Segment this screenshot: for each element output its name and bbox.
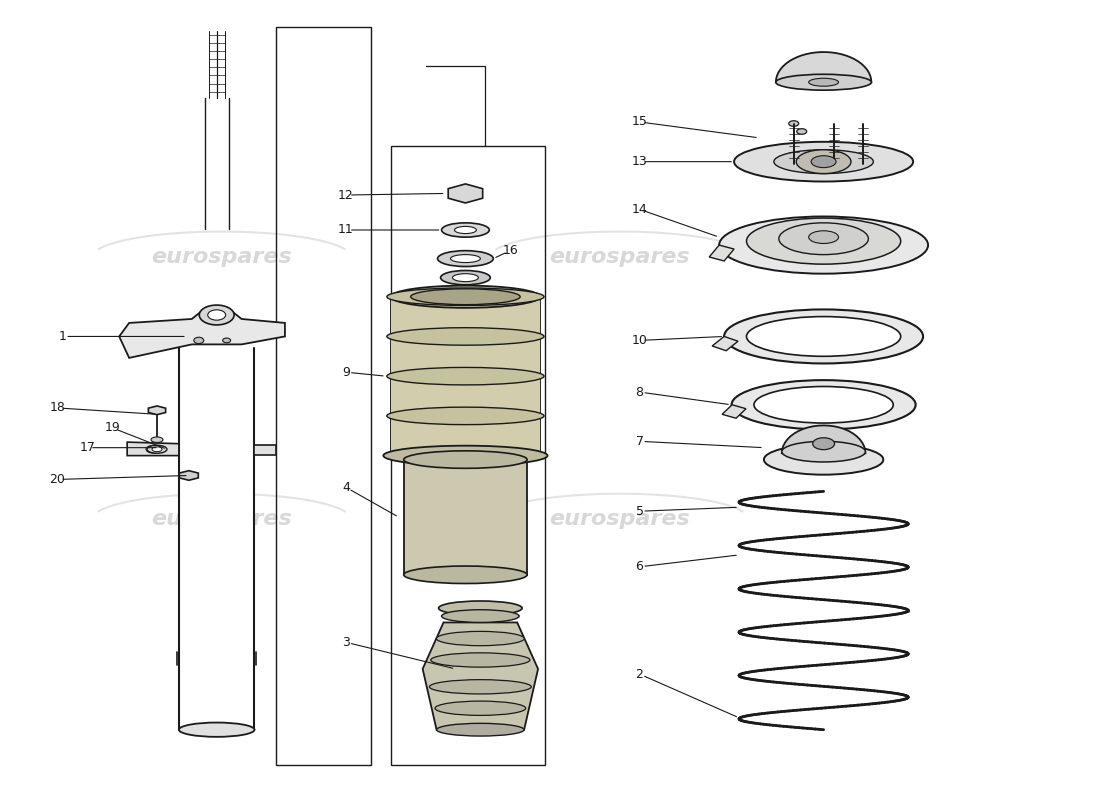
Text: 10: 10: [631, 334, 648, 347]
Ellipse shape: [732, 380, 915, 430]
Polygon shape: [448, 184, 483, 203]
Text: 11: 11: [338, 223, 354, 237]
Ellipse shape: [441, 223, 490, 237]
Ellipse shape: [146, 446, 162, 454]
Ellipse shape: [410, 289, 520, 305]
Text: 7: 7: [636, 435, 644, 448]
Ellipse shape: [776, 74, 871, 90]
Ellipse shape: [439, 601, 522, 615]
Text: 6: 6: [636, 560, 644, 574]
Ellipse shape: [452, 274, 478, 282]
Bar: [205, 98, 229, 229]
Ellipse shape: [782, 442, 866, 462]
Polygon shape: [119, 307, 285, 358]
Ellipse shape: [437, 723, 524, 736]
Text: 14: 14: [631, 203, 648, 216]
Polygon shape: [776, 52, 871, 82]
Text: 1: 1: [58, 330, 66, 343]
Ellipse shape: [199, 305, 234, 325]
Text: 3: 3: [342, 636, 350, 649]
Ellipse shape: [208, 310, 226, 320]
Polygon shape: [128, 442, 179, 456]
Text: eurospares: eurospares: [549, 247, 690, 267]
Bar: [179, 348, 254, 730]
Ellipse shape: [404, 566, 527, 583]
Text: 4: 4: [342, 481, 350, 494]
Ellipse shape: [796, 150, 851, 174]
Ellipse shape: [779, 223, 868, 254]
Text: 19: 19: [104, 422, 120, 434]
Ellipse shape: [441, 610, 519, 622]
Ellipse shape: [808, 230, 838, 243]
Ellipse shape: [734, 142, 913, 182]
Ellipse shape: [437, 631, 525, 646]
Ellipse shape: [454, 226, 476, 234]
Text: 8: 8: [636, 386, 644, 398]
Text: 18: 18: [50, 402, 65, 414]
Ellipse shape: [383, 446, 548, 466]
Ellipse shape: [747, 317, 901, 356]
Ellipse shape: [152, 447, 162, 452]
Ellipse shape: [222, 338, 231, 342]
Ellipse shape: [387, 288, 544, 306]
Polygon shape: [722, 405, 746, 418]
Ellipse shape: [808, 78, 838, 86]
Bar: [390, 297, 540, 456]
Text: 9: 9: [342, 366, 350, 378]
Ellipse shape: [438, 250, 493, 266]
Bar: [404, 459, 527, 574]
Text: 17: 17: [79, 441, 96, 454]
Text: 15: 15: [631, 115, 648, 129]
Ellipse shape: [390, 286, 540, 308]
Polygon shape: [422, 622, 538, 730]
Ellipse shape: [763, 445, 883, 474]
Text: eurospares: eurospares: [549, 509, 690, 529]
Polygon shape: [148, 406, 166, 414]
Bar: [390, 146, 544, 766]
Ellipse shape: [451, 254, 481, 262]
Text: 2: 2: [636, 667, 644, 681]
Ellipse shape: [754, 386, 893, 423]
Ellipse shape: [441, 270, 491, 285]
Ellipse shape: [404, 451, 527, 468]
Ellipse shape: [796, 129, 806, 134]
Ellipse shape: [387, 367, 544, 385]
Ellipse shape: [387, 447, 544, 464]
Ellipse shape: [431, 653, 530, 667]
Ellipse shape: [434, 701, 526, 715]
Ellipse shape: [147, 446, 167, 454]
Text: 12: 12: [338, 189, 354, 202]
Polygon shape: [254, 446, 276, 455]
Text: 5: 5: [636, 505, 644, 518]
Ellipse shape: [719, 217, 928, 274]
Ellipse shape: [151, 437, 163, 442]
Ellipse shape: [811, 156, 836, 168]
Text: 13: 13: [631, 155, 648, 168]
Ellipse shape: [179, 722, 254, 737]
Polygon shape: [710, 245, 734, 261]
Polygon shape: [179, 470, 198, 480]
Ellipse shape: [429, 680, 531, 694]
Ellipse shape: [813, 438, 835, 450]
Ellipse shape: [387, 407, 544, 425]
Ellipse shape: [747, 218, 901, 264]
Bar: [276, 26, 371, 766]
Text: 16: 16: [503, 244, 518, 257]
Ellipse shape: [724, 310, 923, 363]
Ellipse shape: [789, 121, 799, 126]
Polygon shape: [712, 337, 738, 350]
Text: eurospares: eurospares: [152, 247, 292, 267]
Ellipse shape: [194, 338, 204, 343]
Ellipse shape: [387, 328, 544, 345]
Text: 20: 20: [50, 473, 65, 486]
Text: eurospares: eurospares: [152, 509, 292, 529]
Polygon shape: [782, 426, 866, 454]
Ellipse shape: [774, 150, 873, 174]
